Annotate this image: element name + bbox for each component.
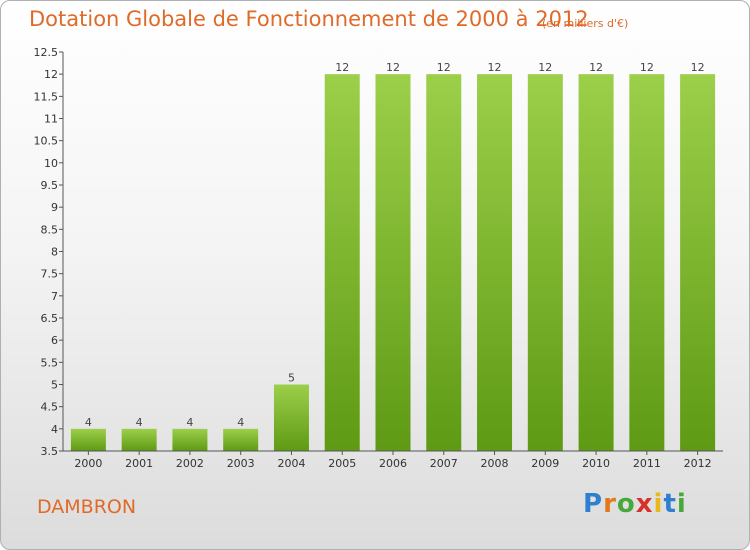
data-label-2001: 4 bbox=[136, 416, 143, 429]
logo-letter: r bbox=[603, 489, 617, 519]
data-label-2004: 5 bbox=[288, 372, 295, 385]
y-tick-label: 11 bbox=[44, 113, 58, 126]
data-label-2008: 12 bbox=[488, 61, 502, 74]
y-tick-label: 9.5 bbox=[41, 179, 59, 192]
bar-2006 bbox=[375, 74, 411, 452]
x-tick-label-2004: 2004 bbox=[277, 457, 305, 470]
chart-subtitle: (en milliers d'€) bbox=[542, 17, 629, 30]
x-tick-label-2012: 2012 bbox=[684, 457, 712, 470]
bar-2010 bbox=[578, 74, 614, 452]
y-tick-label: 3.5 bbox=[41, 445, 59, 458]
data-label-2005: 12 bbox=[335, 61, 349, 74]
x-tick-label-2000: 2000 bbox=[74, 457, 102, 470]
logo-letter: i bbox=[653, 489, 664, 519]
bar-2004 bbox=[273, 384, 309, 451]
data-label-2002: 4 bbox=[186, 416, 193, 429]
bar-2002 bbox=[172, 428, 208, 451]
data-label-2007: 12 bbox=[437, 61, 451, 74]
y-tick-label: 12.5 bbox=[34, 46, 59, 59]
logo-letter: t bbox=[663, 489, 677, 519]
y-tick-label: 12 bbox=[44, 68, 58, 81]
data-label-2009: 12 bbox=[538, 61, 552, 74]
bar-2001 bbox=[121, 428, 157, 451]
data-label-2006: 12 bbox=[386, 61, 400, 74]
data-label-2000: 4 bbox=[85, 416, 92, 429]
bar-2000 bbox=[70, 428, 106, 451]
x-tick-label-2010: 2010 bbox=[582, 457, 610, 470]
y-tick-label: 6.5 bbox=[41, 312, 59, 325]
chart-title: Dotation Globale de Fonctionnement de 20… bbox=[29, 7, 589, 31]
x-tick-label-2001: 2001 bbox=[125, 457, 153, 470]
y-tick-label: 10 bbox=[44, 157, 58, 170]
y-tick-label: 5.5 bbox=[41, 356, 59, 369]
y-tick-label: 11.5 bbox=[34, 90, 59, 103]
bar-2007 bbox=[426, 74, 462, 452]
y-tick-label: 5 bbox=[51, 379, 58, 392]
commune-name: DAMBRON bbox=[37, 496, 137, 518]
y-tick-label: 4 bbox=[51, 423, 58, 436]
data-label-2003: 4 bbox=[237, 416, 244, 429]
x-tick-label-2009: 2009 bbox=[531, 457, 559, 470]
data-label-2010: 12 bbox=[589, 61, 603, 74]
data-label-2011: 12 bbox=[640, 61, 654, 74]
bar-2005 bbox=[324, 74, 360, 452]
bar-2003 bbox=[223, 428, 259, 451]
bar-2009 bbox=[527, 74, 563, 452]
y-tick-label: 6 bbox=[51, 334, 58, 347]
x-tick-label-2008: 2008 bbox=[481, 457, 509, 470]
y-tick-label: 8.5 bbox=[41, 223, 59, 236]
bar-2008 bbox=[477, 74, 513, 452]
y-tick-label: 7.5 bbox=[41, 268, 59, 281]
x-tick-label-2002: 2002 bbox=[176, 457, 204, 470]
y-tick-label: 7 bbox=[51, 290, 58, 303]
y-tick-label: 9 bbox=[51, 201, 58, 214]
x-tick-label-2007: 2007 bbox=[430, 457, 458, 470]
y-tick-label: 8 bbox=[51, 246, 58, 259]
logo-letter: x bbox=[635, 489, 654, 519]
y-tick-label: 4.5 bbox=[41, 401, 59, 414]
logo-letter: o bbox=[616, 489, 636, 519]
bar-2011 bbox=[629, 74, 665, 452]
x-tick-label-2006: 2006 bbox=[379, 457, 407, 470]
x-tick-label-2003: 2003 bbox=[227, 457, 255, 470]
x-tick-label-2005: 2005 bbox=[328, 457, 356, 470]
logo-letter: i bbox=[676, 489, 687, 519]
proxiti-logo[interactable]: Proxiti bbox=[583, 489, 687, 519]
data-label-2012: 12 bbox=[691, 61, 705, 74]
x-tick-label-2011: 2011 bbox=[633, 457, 661, 470]
y-tick-label: 10.5 bbox=[34, 135, 59, 148]
bar-2012 bbox=[680, 74, 716, 452]
logo-letter: P bbox=[583, 489, 604, 519]
